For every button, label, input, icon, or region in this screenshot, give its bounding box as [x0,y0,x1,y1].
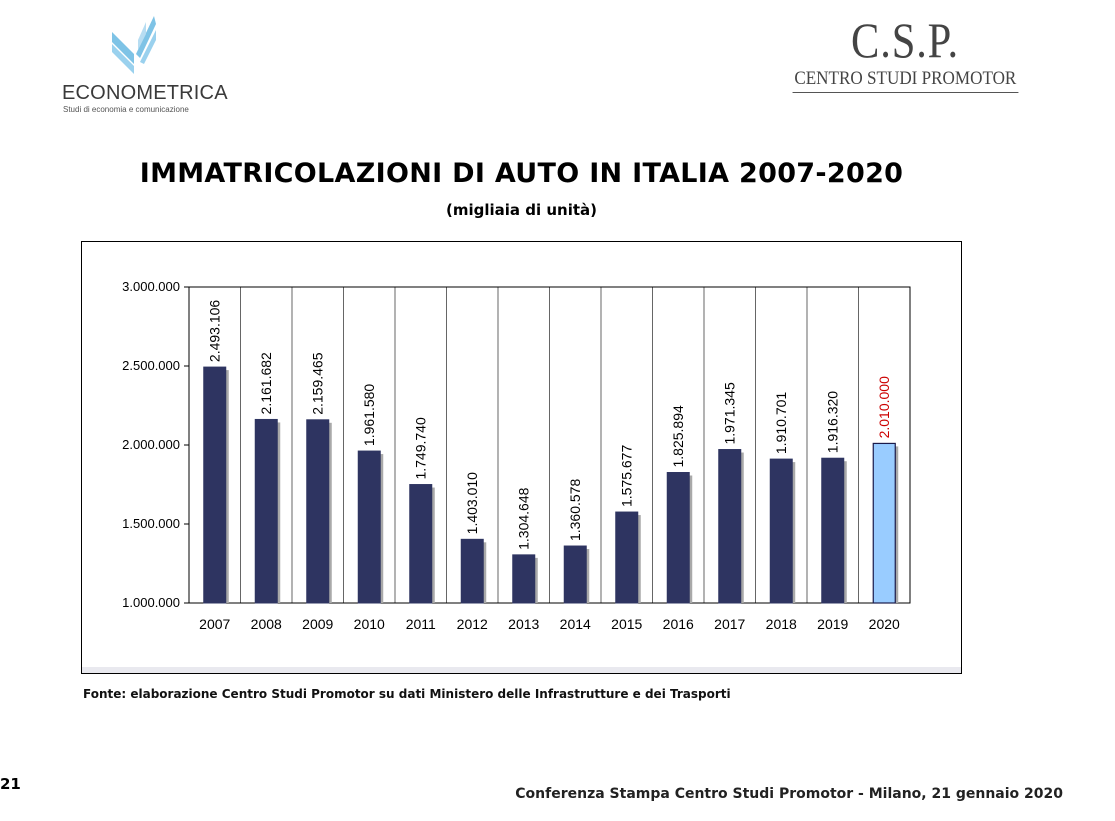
data-label: 1.749.740 [413,417,429,479]
econometrica-name: ECONOMETRICA [62,82,228,104]
footer-text: Conferenza Stampa Centro Studi Promotor … [515,786,1063,802]
data-label: 1.304.648 [516,487,532,549]
x-tick-label: 2009 [302,616,333,632]
csp-logo-mark: C.S.P. [851,12,959,68]
data-label: 2.159.465 [310,352,326,414]
chart-frame-shadow [82,667,961,673]
data-label: 1.916.320 [825,391,841,453]
page-subtitle: (migliaia di unità) [445,201,597,219]
x-tick-label: 2018 [766,616,797,632]
bar [357,450,381,604]
bar [769,458,793,604]
y-tick-label: 2.000.000 [122,437,180,452]
bar [666,472,690,604]
econometrica-logo: ECONOMETRICA Studi di economia e comunic… [62,14,232,114]
x-tick-label: 2016 [663,616,694,632]
bar [821,457,845,604]
source-note: Fonte: elaborazione Centro Studi Promoto… [83,687,731,701]
econometrica-logo-icon [112,16,156,74]
x-tick-label: 2008 [251,616,282,632]
data-label: 1.575.677 [619,445,635,507]
bar-chart: 1.000.000 1.500.000 2.000.000 2.500.000 3.00… [122,279,911,632]
data-label: 2.161.682 [258,352,274,414]
y-tick-label: 2.500.000 [122,358,180,373]
csp-logo: C.S.P. CENTRO STUDI PROMOTOR [770,12,1040,112]
x-tick-label: 2013 [508,616,539,632]
bar [872,442,896,604]
y-tick-label: 1.000.000 [122,595,180,610]
bar [203,366,227,604]
x-tick-label: 2012 [457,616,488,632]
x-tick-label: 2020 [869,616,900,632]
y-tick-label: 3.000.000 [122,279,180,294]
bar [563,545,587,604]
y-tick-label: 1.500.000 [122,516,180,531]
bar [460,538,484,604]
data-label: 1.971.345 [722,382,738,444]
bar [718,449,742,604]
bar [306,419,330,604]
bar [615,511,639,604]
econometrica-tagline: Studi di economia e comunicazione [63,105,189,114]
data-label: 1.403.010 [464,472,480,534]
x-tick-label: 2014 [560,616,591,632]
x-tick-label: 2010 [354,616,385,632]
csp-logo-name: CENTRO STUDI PROMOTOR [792,68,1018,93]
chart-frame: 1.000.000 1.500.000 2.000.000 2.500.000 3.00… [81,241,962,674]
x-tick-label: 2015 [611,616,642,632]
bar [409,484,433,604]
x-tick-label: 2007 [199,616,230,632]
bar [254,418,278,604]
data-label: 1.825.894 [670,405,686,467]
page-number: 21 [0,775,21,793]
data-label: 2.493.106 [207,300,223,362]
x-tick-label: 2019 [817,616,848,632]
x-tick-label: 2011 [406,616,436,632]
data-label: 1.910.701 [773,392,789,454]
data-label: 1.961.580 [361,384,377,446]
page-title: IMMATRICOLAZIONI DI AUTO IN ITALIA 2007-… [139,158,904,189]
x-tick-label: 2017 [714,616,745,632]
data-label: 1.360.578 [567,479,583,541]
data-label: 2.010.000 [876,376,892,438]
bar [512,554,536,604]
